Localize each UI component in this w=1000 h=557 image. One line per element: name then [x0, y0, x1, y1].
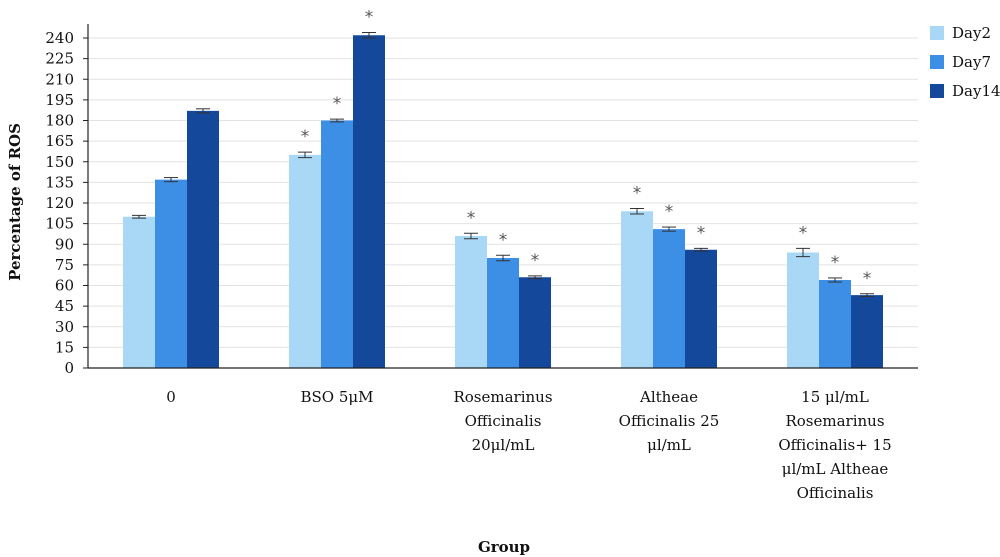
legend-swatch-day2 [930, 26, 944, 40]
x-category-label: Altheae Officinalis 25 μl/mL [619, 388, 720, 454]
bars [123, 35, 883, 368]
error-bar [860, 293, 874, 297]
y-tick-label: 30 [55, 318, 74, 336]
y-tick-label: 195 [45, 91, 74, 109]
significance-asterisk: * [531, 251, 540, 271]
x-category-label: BSO 5μM [300, 388, 373, 406]
bar-day7-3 [653, 229, 685, 368]
x-category-label: 15 μl/mL Rosemarinus Officinalis+ 15 μl/mL … [778, 388, 891, 502]
legend-label-day14: Day14 [952, 82, 1000, 100]
legend-label-day2: Day2 [952, 24, 991, 42]
significance-asterisk: * [301, 127, 310, 147]
error-bar [164, 177, 178, 183]
significance-asterisk: * [831, 253, 840, 273]
y-tick-label: 120 [45, 194, 74, 212]
significance-markers: * * * * * * * * * * * * [301, 8, 872, 289]
y-tick-label: 105 [45, 215, 74, 233]
legend-swatch-day7 [930, 55, 944, 69]
significance-asterisk: * [499, 230, 508, 250]
bar-day2-4 [787, 252, 819, 368]
bar-day7-4 [819, 280, 851, 368]
significance-asterisk: * [633, 184, 642, 204]
error-bar [362, 32, 376, 39]
y-tick-label: 180 [45, 112, 74, 130]
y-tick-label: 225 [45, 50, 74, 68]
bar-day7-2 [487, 258, 519, 368]
y-tick-label: 45 [55, 297, 74, 315]
bar-day2-2 [455, 236, 487, 368]
bar-day2-0 [123, 216, 155, 368]
significance-asterisk: * [365, 8, 374, 28]
y-tick-label: 15 [55, 338, 74, 356]
legend: Day2 Day7 Day14 [930, 24, 1000, 100]
bar-day14-2 [519, 277, 551, 368]
error-bar [796, 247, 810, 258]
y-tick-label: 135 [45, 173, 74, 191]
bar-day14-4 [851, 295, 883, 368]
y-tick-label: 90 [55, 235, 74, 253]
significance-asterisk: * [697, 223, 706, 243]
y-tick-label: 60 [55, 277, 74, 295]
significance-asterisk: * [863, 269, 872, 289]
y-tick-label: 0 [64, 359, 74, 377]
bar-day2-3 [621, 211, 653, 368]
y-tick-label: 150 [45, 153, 74, 171]
bar-day2-1 [289, 154, 321, 368]
error-bar [630, 208, 644, 215]
bar-day14-3 [685, 249, 717, 368]
y-axis-title: Percentage of ROS [6, 123, 24, 281]
error-bar [330, 118, 344, 123]
y-tick-label: 240 [45, 29, 74, 47]
error-bars [132, 32, 874, 297]
bar-day14-1 [353, 35, 385, 368]
legend-swatch-day14 [930, 84, 944, 98]
x-category-labels: 0 BSO 5μM Rosemarinus Officinalis 20μl/mL Alt… [166, 388, 891, 502]
error-bar [694, 247, 708, 252]
bar-day14-0 [187, 110, 219, 368]
axes [83, 24, 918, 369]
y-tick-label: 210 [45, 70, 74, 88]
x-category-label: 0 [166, 388, 176, 406]
legend-label-day7: Day7 [952, 53, 991, 71]
significance-asterisk: * [333, 94, 342, 114]
x-category-label: Rosemarinus Officinalis 20μl/mL [453, 388, 552, 454]
significance-asterisk: * [799, 223, 808, 243]
y-tick-labels: 0 15 30 45 60 75 90 105 120 135 150 165 180 195 210 225… [45, 29, 74, 377]
y-tick-label: 75 [55, 256, 74, 274]
error-bar [496, 254, 510, 262]
error-bar [528, 275, 542, 280]
error-bar [828, 277, 842, 283]
bar-day7-1 [321, 120, 353, 368]
error-bar [298, 151, 312, 159]
error-bar [662, 226, 676, 232]
error-bar [196, 108, 210, 114]
bar-day7-0 [155, 179, 187, 368]
error-bar [464, 232, 478, 240]
error-bar [132, 214, 146, 219]
significance-asterisk: * [467, 208, 476, 228]
y-tick-label: 165 [45, 132, 74, 150]
significance-asterisk: * [665, 202, 674, 222]
x-axis-title: Group [478, 538, 530, 556]
